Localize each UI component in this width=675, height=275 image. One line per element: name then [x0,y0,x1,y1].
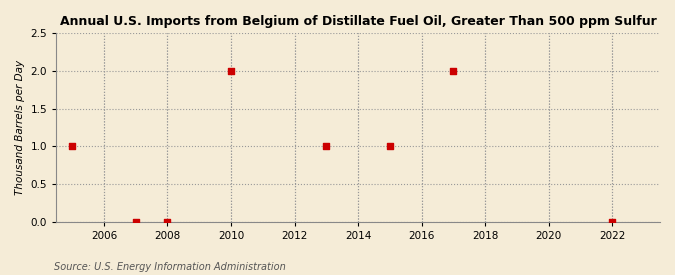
Point [448,69,459,73]
Point [385,144,396,148]
Y-axis label: Thousand Barrels per Day: Thousand Barrels per Day [15,60,25,195]
Text: Source: U.S. Energy Information Administration: Source: U.S. Energy Information Administ… [54,262,286,272]
Point [607,219,618,224]
Point [225,69,236,73]
Point [162,219,173,224]
Point [321,144,331,148]
Point [130,219,141,224]
Point [67,144,78,148]
Title: Annual U.S. Imports from Belgium of Distillate Fuel Oil, Greater Than 500 ppm Su: Annual U.S. Imports from Belgium of Dist… [59,15,657,28]
